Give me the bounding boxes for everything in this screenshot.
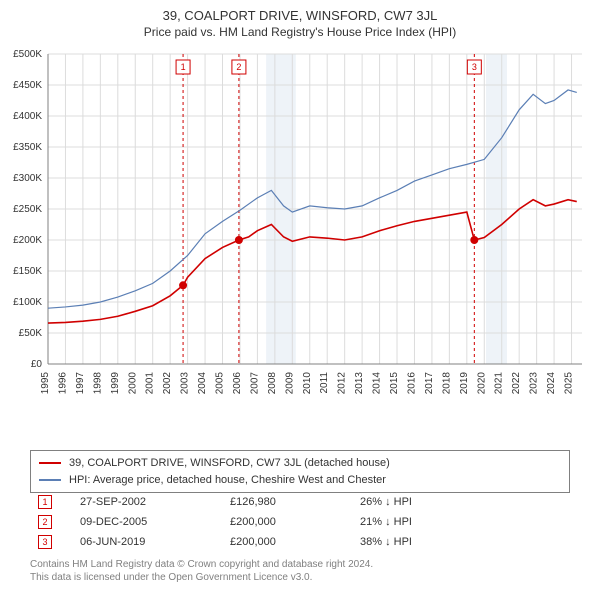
svg-text:£250K: £250K (13, 204, 42, 215)
svg-text:2011: 2011 (319, 372, 330, 394)
svg-text:2024: 2024 (546, 372, 557, 395)
svg-text:2023: 2023 (529, 372, 540, 395)
svg-text:2008: 2008 (267, 372, 278, 395)
svg-text:2002: 2002 (162, 372, 173, 395)
svg-text:£500K: £500K (13, 49, 42, 60)
sale-date: 09-DEC-2005 (80, 516, 230, 528)
price-chart: £0£50K£100K£150K£200K£250K£300K£350K£400… (48, 50, 588, 410)
table-row: 3 06-JUN-2019 £200,000 38% ↓ HPI (30, 532, 570, 552)
sales-table: 1 27-SEP-2002 £126,980 26% ↓ HPI 2 09-DE… (30, 492, 570, 552)
svg-text:£200K: £200K (13, 235, 42, 246)
sale-diff: 38% ↓ HPI (360, 536, 490, 548)
footer-line2: This data is licensed under the Open Gov… (30, 571, 570, 584)
svg-text:2009: 2009 (284, 372, 295, 395)
svg-text:1998: 1998 (92, 372, 103, 395)
chart-svg: £0£50K£100K£150K£200K£250K£300K£350K£400… (48, 50, 588, 410)
svg-text:1996: 1996 (57, 372, 68, 395)
svg-text:2014: 2014 (372, 372, 383, 395)
svg-text:3: 3 (472, 62, 477, 72)
legend-label-property: 39, COALPORT DRIVE, WINSFORD, CW7 3JL (d… (69, 455, 390, 472)
legend-label-hpi: HPI: Average price, detached house, Ches… (69, 472, 386, 489)
sale-price: £200,000 (230, 536, 360, 548)
svg-text:2021: 2021 (494, 372, 505, 395)
svg-text:£300K: £300K (13, 173, 42, 184)
sale-diff: 21% ↓ HPI (360, 516, 490, 528)
page-subtitle: Price paid vs. HM Land Registry's House … (0, 23, 600, 45)
sale-date: 06-JUN-2019 (80, 536, 230, 548)
svg-text:2001: 2001 (145, 372, 156, 395)
svg-text:£350K: £350K (13, 142, 42, 153)
page-title: 39, COALPORT DRIVE, WINSFORD, CW7 3JL (0, 0, 600, 23)
svg-text:£150K: £150K (13, 266, 42, 277)
table-row: 2 09-DEC-2005 £200,000 21% ↓ HPI (30, 512, 570, 532)
svg-text:2017: 2017 (424, 372, 435, 395)
sale-marker-1: 1 (38, 495, 52, 509)
legend-item-property: 39, COALPORT DRIVE, WINSFORD, CW7 3JL (d… (39, 455, 561, 472)
footer-line1: Contains HM Land Registry data © Crown c… (30, 558, 570, 571)
svg-text:2019: 2019 (459, 372, 470, 395)
svg-text:2004: 2004 (197, 372, 208, 395)
svg-text:2016: 2016 (406, 372, 417, 395)
svg-text:£50K: £50K (19, 328, 43, 339)
svg-text:2005: 2005 (215, 372, 226, 395)
svg-text:£400K: £400K (13, 111, 42, 122)
sale-marker-2: 2 (38, 515, 52, 529)
svg-text:2007: 2007 (249, 372, 260, 395)
svg-text:2: 2 (236, 62, 241, 72)
svg-text:2003: 2003 (180, 372, 191, 395)
svg-text:2013: 2013 (354, 372, 365, 395)
svg-text:1997: 1997 (75, 372, 86, 395)
table-row: 1 27-SEP-2002 £126,980 26% ↓ HPI (30, 492, 570, 512)
svg-text:2006: 2006 (232, 372, 243, 395)
svg-text:2000: 2000 (127, 372, 138, 395)
svg-text:2015: 2015 (389, 372, 400, 395)
svg-text:2022: 2022 (511, 372, 522, 395)
sale-price: £200,000 (230, 516, 360, 528)
svg-text:£0: £0 (31, 359, 43, 370)
svg-text:2018: 2018 (441, 372, 452, 395)
legend-swatch-hpi (39, 479, 61, 481)
sale-diff: 26% ↓ HPI (360, 496, 490, 508)
svg-text:£450K: £450K (13, 80, 42, 91)
svg-text:1995: 1995 (40, 372, 51, 395)
svg-text:2010: 2010 (302, 372, 313, 395)
legend-item-hpi: HPI: Average price, detached house, Ches… (39, 472, 561, 489)
svg-text:1: 1 (181, 62, 186, 72)
sale-date: 27-SEP-2002 (80, 496, 230, 508)
footer: Contains HM Land Registry data © Crown c… (30, 558, 570, 584)
sale-marker-3: 3 (38, 535, 52, 549)
svg-text:£100K: £100K (13, 297, 42, 308)
svg-text:2025: 2025 (564, 372, 575, 395)
svg-text:2012: 2012 (337, 372, 348, 395)
legend: 39, COALPORT DRIVE, WINSFORD, CW7 3JL (d… (30, 450, 570, 493)
svg-text:2020: 2020 (476, 372, 487, 395)
legend-swatch-property (39, 462, 61, 464)
sale-price: £126,980 (230, 496, 360, 508)
svg-text:1999: 1999 (110, 372, 121, 395)
